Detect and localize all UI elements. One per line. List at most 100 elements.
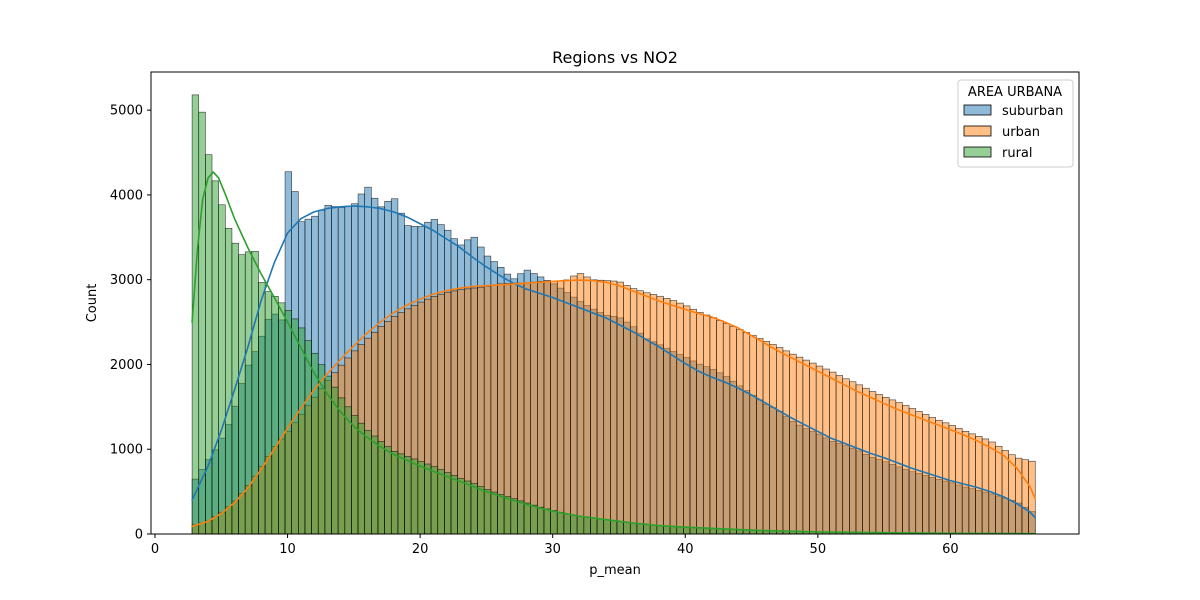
y-tick-label: 5000 — [110, 104, 143, 119]
bar-rural — [258, 282, 266, 535]
bar-urban — [623, 285, 631, 535]
bar-urban — [530, 281, 538, 535]
bar-urban — [550, 280, 558, 535]
bar-rural — [716, 528, 724, 535]
bar-urban — [769, 344, 777, 535]
y-tick-label: 2000 — [110, 358, 143, 373]
bar-urban — [649, 294, 658, 535]
bar-urban — [716, 320, 724, 535]
bar-rural — [689, 527, 697, 535]
x-tick-label: 10 — [279, 542, 296, 557]
bar-rural — [590, 517, 598, 535]
bar-urban — [576, 273, 585, 535]
bar-urban — [862, 387, 870, 535]
bar-rural — [676, 526, 684, 535]
bar-urban — [583, 276, 591, 535]
legend-title: AREA URBANA — [968, 85, 1062, 100]
bar-urban — [537, 281, 545, 535]
bar-rural — [603, 519, 611, 535]
y-tick-label: 1000 — [110, 443, 143, 458]
bar-urban — [915, 411, 923, 535]
bar-rural — [530, 504, 538, 535]
bar-rural — [649, 524, 658, 535]
chart-title: Regions vs NO2 — [552, 48, 678, 67]
bar-urban — [802, 359, 810, 535]
y-axis-ticks: 0 1000 2000 3000 4000 5000 — [110, 104, 151, 543]
bar-rural — [377, 441, 385, 535]
x-tick-label: 40 — [677, 542, 694, 557]
bar-urban — [643, 292, 651, 535]
legend-label-rural: rural — [1002, 146, 1033, 161]
bar-rural — [298, 327, 306, 535]
bar-rural — [397, 453, 405, 535]
bar-rural — [497, 494, 505, 535]
bar-urban — [888, 399, 897, 535]
bar-urban — [702, 314, 711, 535]
bar-rural — [371, 435, 379, 535]
bar-urban — [749, 335, 757, 535]
bar-rural — [583, 516, 591, 535]
bar-urban — [610, 280, 618, 535]
bar-urban — [762, 341, 770, 535]
y-tick-label: 0 — [135, 528, 143, 543]
bar-urban — [709, 317, 717, 535]
bar-urban — [636, 290, 644, 535]
bar-rural — [450, 475, 458, 535]
bar-rural — [251, 251, 259, 535]
y-axis-label: Count — [85, 284, 100, 323]
bar-rural — [477, 486, 485, 535]
kde-line-urban — [191, 279, 1037, 528]
bar-rural — [291, 318, 299, 535]
bar-rural — [683, 526, 691, 535]
bar-rural — [490, 491, 498, 535]
bar-urban — [795, 356, 804, 535]
x-axis-label: p_mean — [589, 563, 641, 578]
bar-urban — [955, 428, 963, 535]
bar-urban — [855, 384, 863, 535]
bar-rural — [384, 446, 392, 535]
bar-rural — [696, 527, 704, 535]
bar-urban — [742, 332, 751, 535]
bar-urban — [616, 281, 624, 535]
bar-urban — [669, 300, 678, 535]
bar-urban — [868, 391, 877, 535]
bar-urban — [895, 402, 903, 535]
x-tick-label: 20 — [412, 542, 429, 557]
bar-rural — [198, 111, 206, 535]
bar-rural — [722, 528, 731, 535]
bar-rural — [337, 397, 346, 535]
bar-urban — [556, 280, 565, 535]
bar-rural — [218, 204, 226, 535]
bar-urban — [696, 312, 704, 535]
bar-urban — [776, 347, 784, 535]
bar-rural — [244, 251, 253, 535]
bar-rural — [729, 529, 737, 535]
bar-rural — [663, 525, 671, 535]
bar-rural — [709, 528, 717, 535]
bar-urban — [849, 381, 857, 535]
bar-urban — [835, 375, 844, 535]
legend-label-suburban: suburban — [1002, 104, 1063, 119]
bar-rural — [510, 498, 518, 535]
bar-urban — [782, 350, 790, 535]
bar-urban — [756, 338, 764, 535]
bar-urban — [815, 365, 824, 535]
bar-urban — [981, 438, 990, 535]
bar-rural — [351, 415, 359, 535]
bar-urban — [736, 329, 744, 535]
legend-box — [957, 79, 1074, 168]
bar-rural — [570, 514, 578, 535]
x-tick-label: 60 — [942, 542, 959, 557]
bar-rural — [537, 506, 545, 535]
bar-rural — [444, 472, 452, 535]
bar-rural — [623, 521, 631, 535]
bar-rural — [278, 302, 286, 535]
bar-rural — [324, 375, 332, 535]
bar-rural — [331, 386, 339, 535]
bar-rural — [437, 469, 445, 535]
bar-rural — [417, 461, 425, 535]
bar-rural — [556, 511, 565, 535]
bar-rural — [576, 516, 585, 535]
bar-rural — [610, 520, 618, 535]
x-tick-label: 30 — [544, 542, 561, 557]
